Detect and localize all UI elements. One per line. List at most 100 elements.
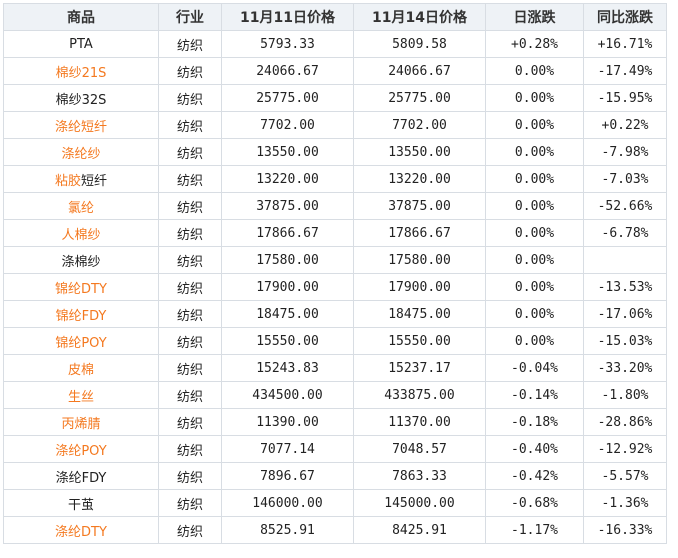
commodity-link[interactable]: 涤纶短纤	[54, 119, 107, 135]
commodity-link[interactable]: 皮棉	[67, 362, 94, 378]
table-row: 棉纱32S 纺织 25775.00 25775.00 0.00% -15.95%	[3, 84, 667, 112]
commodity-name: 涤棉纱	[3, 246, 159, 274]
commodity-link[interactable]: 氯纶	[67, 200, 94, 216]
table-row: 锦纶FDY 纺织 18475.00 18475.00 0.00% -17.06%	[3, 300, 667, 328]
commodity-name[interactable]: 丙烯腈	[3, 408, 159, 436]
yoy-change-cell: +16.71%	[583, 30, 667, 58]
industry-cell: 纺织	[158, 435, 222, 463]
commodity-name[interactable]: 涤纶DTY	[3, 516, 159, 544]
commodity-link[interactable]: 涤纶纱	[61, 146, 101, 162]
industry-cell: 纺织	[158, 30, 222, 58]
daily-change-cell: 0.00%	[485, 192, 584, 220]
yoy-change-cell: -12.92%	[583, 435, 667, 463]
table-row: 涤纶DTY 纺织 8525.91 8425.91 -1.17% -16.33%	[3, 516, 667, 544]
table-row: 氯纶 纺织 37875.00 37875.00 0.00% -52.66%	[3, 192, 667, 220]
industry-cell: 纺织	[158, 300, 222, 328]
header-price-nov11: 11月11日价格	[221, 3, 354, 31]
price-nov14-cell: 5809.58	[353, 30, 486, 58]
commodity-link[interactable]: 粘胶	[54, 173, 81, 189]
price-nov14-cell: 15550.00	[353, 327, 486, 355]
table-row: 丙烯腈 纺织 11390.00 11370.00 -0.18% -28.86%	[3, 408, 667, 436]
price-nov11-cell: 146000.00	[221, 489, 354, 517]
commodity-link[interactable]: 生丝	[67, 389, 94, 405]
table-row: 涤棉纱 纺织 17580.00 17580.00 0.00%	[3, 246, 667, 274]
commodity-name[interactable]: 生丝	[3, 381, 159, 409]
table-row: 锦纶DTY 纺织 17900.00 17900.00 0.00% -13.53%	[3, 273, 667, 301]
yoy-change-cell: -1.36%	[583, 489, 667, 517]
commodity-name[interactable]: 皮棉	[3, 354, 159, 382]
daily-change-cell: 0.00%	[485, 273, 584, 301]
header-commodity: 商品	[3, 3, 159, 31]
price-nov11-cell: 5793.33	[221, 30, 354, 58]
commodity-link[interactable]: 人棉纱	[61, 227, 101, 243]
commodity-name: 涤纶FDY	[3, 462, 159, 490]
commodity-link[interactable]: 锦纶DTY	[55, 281, 107, 297]
commodity-name[interactable]: 人棉纱	[3, 219, 159, 247]
price-nov11-cell: 37875.00	[221, 192, 354, 220]
commodity-name[interactable]: 涤纶短纤	[3, 111, 159, 139]
industry-cell: 纺织	[158, 489, 222, 517]
price-nov14-cell: 13220.00	[353, 165, 486, 193]
price-nov14-cell: 11370.00	[353, 408, 486, 436]
industry-cell: 纺织	[158, 462, 222, 490]
commodity-name: 干茧	[3, 489, 159, 517]
commodity-name[interactable]: 粘胶短纤	[3, 165, 159, 193]
price-nov11-cell: 15550.00	[221, 327, 354, 355]
table-body: PTA 纺织 5793.33 5809.58 +0.28% +16.71% 棉纱21S 纺织 2…	[3, 30, 667, 544]
commodity-link[interactable]: 锦纶FDY	[55, 308, 107, 324]
daily-change-cell: 0.00%	[485, 246, 584, 274]
price-nov11-cell: 17900.00	[221, 273, 354, 301]
price-nov11-cell: 17580.00	[221, 246, 354, 274]
table-header-row: 商品 行业 11月11日价格 11月14日价格 日涨跌 同比涨跌	[3, 3, 667, 31]
table-row: 涤纶POY 纺织 7077.14 7048.57 -0.40% -12.92%	[3, 435, 667, 463]
yoy-change-cell: +0.22%	[583, 111, 667, 139]
commodity-name[interactable]: 锦纶DTY	[3, 273, 159, 301]
commodity-link[interactable]: 涤纶DTY	[55, 524, 107, 540]
price-nov14-cell: 13550.00	[353, 138, 486, 166]
industry-cell: 纺织	[158, 84, 222, 112]
yoy-change-cell: -15.95%	[583, 84, 667, 112]
header-industry: 行业	[158, 3, 222, 31]
daily-change-cell: 0.00%	[485, 165, 584, 193]
yoy-change-cell: -28.86%	[583, 408, 667, 436]
price-nov11-cell: 25775.00	[221, 84, 354, 112]
industry-cell: 纺织	[158, 273, 222, 301]
daily-change-cell: -0.18%	[485, 408, 584, 436]
daily-change-cell: 0.00%	[485, 84, 584, 112]
price-nov14-cell: 8425.91	[353, 516, 486, 544]
commodity-name-rest: 短纤	[81, 173, 108, 189]
yoy-change-cell: -6.78%	[583, 219, 667, 247]
price-nov11-cell: 15243.83	[221, 354, 354, 382]
industry-cell: 纺织	[158, 516, 222, 544]
daily-change-cell: -1.17%	[485, 516, 584, 544]
yoy-change-cell: -7.03%	[583, 165, 667, 193]
commodity-link[interactable]: 丙烯腈	[61, 416, 101, 432]
price-nov11-cell: 13550.00	[221, 138, 354, 166]
commodity-name[interactable]: 棉纱21S	[3, 57, 159, 85]
yoy-change-cell	[583, 246, 667, 274]
industry-cell: 纺织	[158, 408, 222, 436]
commodity-link[interactable]: 涤纶POY	[55, 443, 107, 459]
commodity-name[interactable]: 锦纶POY	[3, 327, 159, 355]
daily-change-cell: 0.00%	[485, 111, 584, 139]
commodity-name[interactable]: 涤纶POY	[3, 435, 159, 463]
daily-change-cell: -0.42%	[485, 462, 584, 490]
price-nov11-cell: 8525.91	[221, 516, 354, 544]
industry-cell: 纺织	[158, 192, 222, 220]
price-table: 商品 行业 11月11日价格 11月14日价格 日涨跌 同比涨跌 PTA 纺织 57…	[3, 3, 667, 544]
commodity-name[interactable]: 涤纶纱	[3, 138, 159, 166]
yoy-change-cell: -13.53%	[583, 273, 667, 301]
commodity-link[interactable]: 棉纱21S	[55, 65, 107, 81]
price-nov14-cell: 37875.00	[353, 192, 486, 220]
commodity-name[interactable]: 氯纶	[3, 192, 159, 220]
header-daily-change: 日涨跌	[485, 3, 584, 31]
daily-change-cell: -0.14%	[485, 381, 584, 409]
daily-change-cell: +0.28%	[485, 30, 584, 58]
commodity-name[interactable]: 锦纶FDY	[3, 300, 159, 328]
industry-cell: 纺织	[158, 219, 222, 247]
commodity-name: PTA	[3, 30, 159, 58]
yoy-change-cell: -7.98%	[583, 138, 667, 166]
commodity-link[interactable]: 锦纶POY	[55, 335, 107, 351]
industry-cell: 纺织	[158, 57, 222, 85]
table-row: 粘胶短纤 纺织 13220.00 13220.00 0.00% -7.03%	[3, 165, 667, 193]
